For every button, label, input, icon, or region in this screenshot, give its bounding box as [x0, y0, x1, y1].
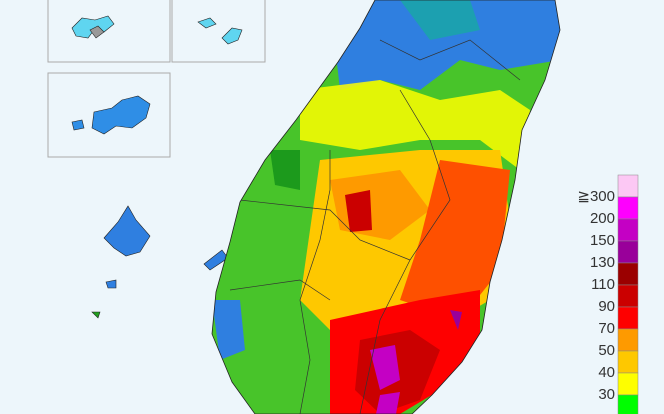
- legend-swatch: [617, 350, 639, 374]
- inset-frames: [47, 0, 266, 158]
- legend-swatch: [617, 328, 639, 352]
- legend-label: 90: [598, 298, 615, 315]
- legend-swatch: [617, 196, 639, 220]
- legend-label: 150: [590, 232, 615, 249]
- coastline: [211, 0, 561, 414]
- legend-swatch: [617, 372, 639, 396]
- legend-label: 40: [598, 364, 615, 381]
- legend-label: ≧300: [577, 188, 615, 205]
- legend-swatch: [617, 394, 639, 414]
- legend-label: 50: [598, 342, 615, 359]
- legend-label: 130: [590, 254, 615, 271]
- legend: ≧300 200 150 130 110 90 70 50 40 30: [577, 174, 639, 414]
- islands: [71, 15, 243, 319]
- legend-label: 200: [590, 210, 615, 227]
- legend-swatch: [617, 240, 639, 264]
- legend-label: 30: [598, 386, 615, 403]
- legend-swatch: [617, 262, 639, 286]
- legend-swatch: [617, 174, 639, 198]
- legend-swatch: [617, 218, 639, 242]
- legend-swatch: [617, 306, 639, 330]
- legend-swatch: [617, 284, 639, 308]
- legend-label: 70: [598, 320, 615, 337]
- legend-label: 110: [591, 276, 615, 293]
